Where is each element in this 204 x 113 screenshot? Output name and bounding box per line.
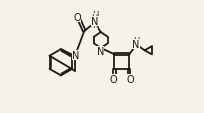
Text: O: O (125, 74, 133, 84)
Text: H
N: H N (91, 11, 98, 30)
Text: H: H (132, 37, 138, 46)
Text: N: N (72, 51, 79, 61)
Text: N: N (96, 46, 103, 56)
Text: N: N (91, 17, 98, 27)
Text: O: O (73, 13, 81, 23)
Text: O: O (109, 74, 117, 84)
Text: N: N (132, 40, 139, 50)
Text: H: H (91, 14, 98, 23)
